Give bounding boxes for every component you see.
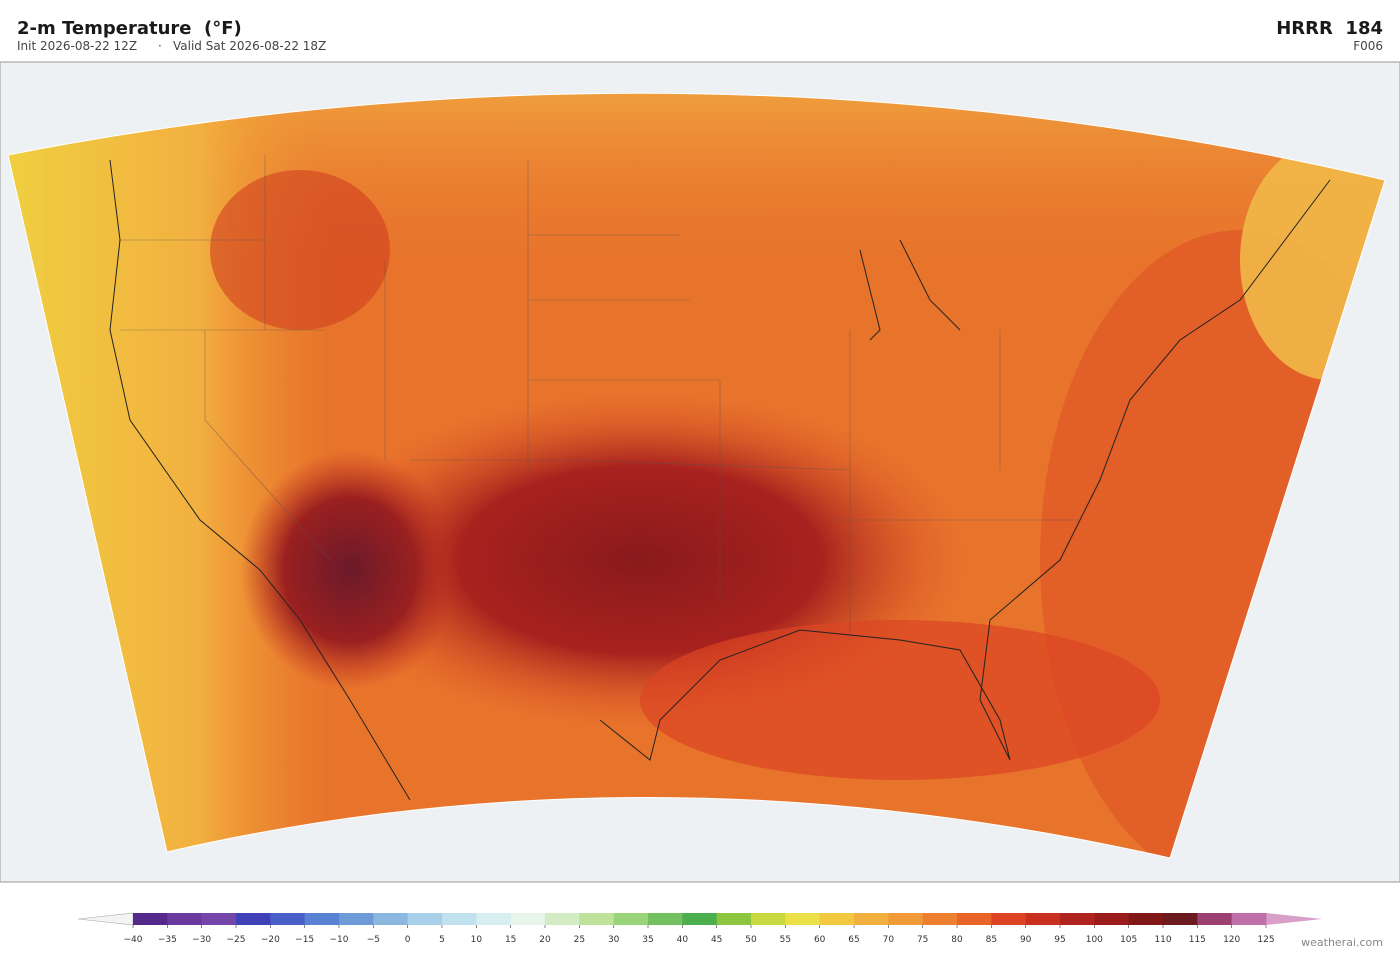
colorbar-bin [236,913,271,925]
colorbar-bin [1163,913,1198,925]
colorbar-bin [1094,913,1130,925]
colorbar-bin [304,913,340,925]
colorbar-bin [1025,913,1061,925]
colorbar-tick-label: 5 [439,935,445,945]
colorbar-tick-label: −40 [124,935,143,945]
colorbar-tick-label: −25 [227,935,246,945]
colorbar-bin [888,913,924,925]
colorbar-tick-label: 125 [1257,935,1274,945]
colorbar-tick-label: 60 [814,935,826,945]
colorbar-tick-label: 30 [608,935,620,945]
init-time: Init 2026-08-22 12Z [17,39,137,53]
colorbar-bin [922,913,958,925]
valid-time: Valid Sat 2026-08-22 18Z [173,39,326,53]
colorbar-tick-label: −20 [261,935,280,945]
colorbar-bin [133,913,168,925]
separator: · [158,39,162,53]
colorbar-bin [373,913,409,925]
colorbar-bin [716,913,752,925]
colorbar-tick-label: 85 [986,935,997,945]
colorbar-bin [1231,913,1267,925]
colorbar-bin [579,913,615,925]
colorbar-bin [751,913,786,925]
colorbar-bin [613,913,649,925]
colorbar-bin [1128,913,1164,925]
colorbar-tick-label: 0 [405,935,411,945]
colorbar-bin [442,913,477,925]
colorbar-tick-label: 65 [848,935,859,945]
colorbar-tick-label: 45 [711,935,722,945]
model-name: HRRR 184 [1276,18,1383,39]
colorbar-tick-label: 90 [1020,935,1032,945]
colorbar-over [1266,913,1322,925]
colorbar-tick-label: 15 [505,935,516,945]
colorbar-bin [201,913,237,925]
colorbar-tick-label: −30 [192,935,211,945]
credit: weatherai.com [1301,936,1383,949]
colorbar-tick-label: −5 [367,935,380,945]
colorbar-bin [854,913,889,925]
colorbar-bin [991,913,1027,925]
map-title: 2-m Temperature (°F) [17,18,242,39]
coastlines [109,159,1331,801]
colorbar-bin [957,913,992,925]
colorbar-bin [545,913,580,925]
colorbar-tick-label: −35 [158,935,177,945]
colorbar-bin [1060,913,1095,925]
colorbar-tick-label: −15 [295,935,314,945]
colorbar-tick-label: 80 [951,935,963,945]
colorbar-tick-label: 35 [642,935,653,945]
colorbar-bin [510,913,546,925]
colorbar-bin [785,913,821,925]
colorbar-bin [819,913,855,925]
temperature-field [8,93,1385,858]
colorbar-tick-label: 10 [471,935,483,945]
colorbar-tick-label: 50 [745,935,757,945]
colorbar-tick-label: 25 [574,935,585,945]
forecast-hour: F006 [1353,39,1383,53]
colorbar-tick-label: −10 [330,935,349,945]
colorbar-bin [682,913,718,925]
colorbar-tick-label: 115 [1189,935,1206,945]
colorbar-tick-label: 120 [1223,935,1240,945]
colorbar-tick-label: 20 [539,935,551,945]
colorbar-tick-label: 110 [1154,935,1171,945]
colorbar-bin [339,913,374,925]
colorbar-tick-label: 105 [1120,935,1137,945]
colorbar-under [77,912,134,926]
colorbar-bin [476,913,512,925]
colorbar-bin [270,913,306,925]
colorbar-bin [407,913,443,925]
colorbar-tick-label: 95 [1054,935,1065,945]
colorbar-tick-label: 75 [917,935,928,945]
colorbar-tick-label: 40 [677,935,689,945]
colorbar-bin [648,913,683,925]
colorbar-bin [1197,913,1233,925]
colorbar-bin [167,913,203,925]
colorbar-tick-label: 100 [1086,935,1103,945]
domain-edge [7,92,1386,859]
state-borders [120,155,1080,640]
colorbar-tick-label: 55 [780,935,791,945]
colorbar-tick-label: 70 [883,935,895,945]
